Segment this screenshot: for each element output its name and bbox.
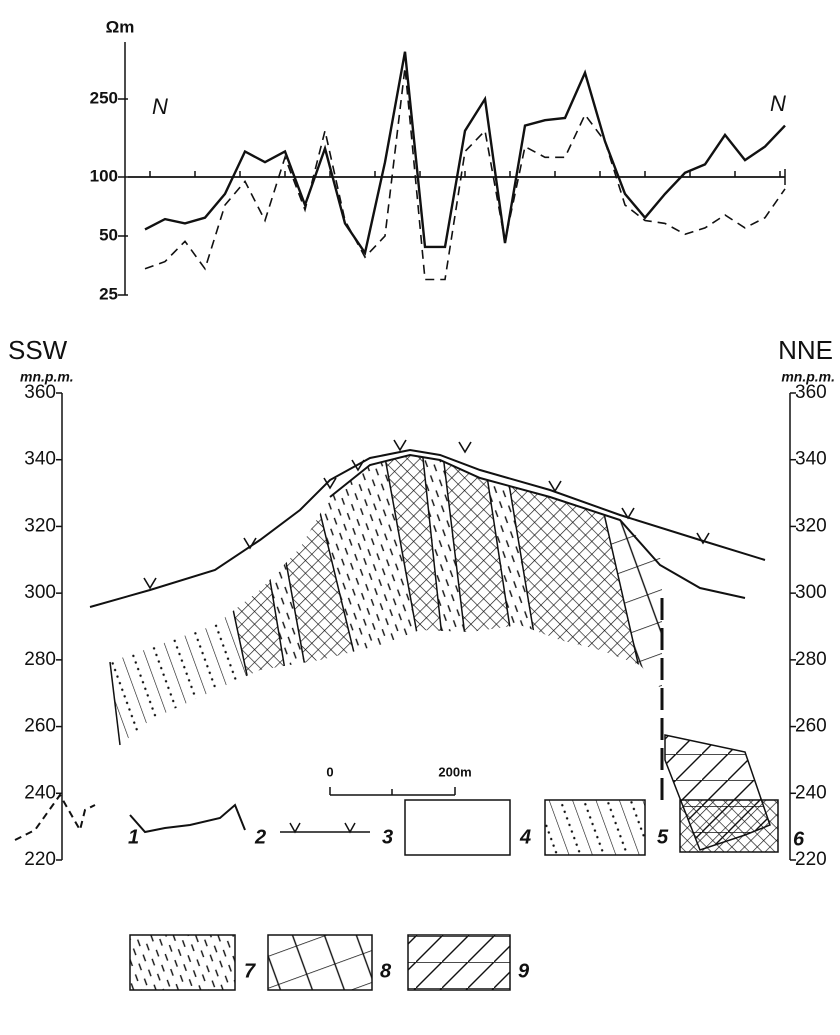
legend-symbol <box>129 934 236 991</box>
y-tick-label: 250 <box>90 88 118 107</box>
right-tick-label: 340 <box>795 449 827 470</box>
sandstone <box>110 455 265 745</box>
y-tick-label: 25 <box>99 284 118 303</box>
annotation: N <box>152 94 168 119</box>
legend <box>14 793 779 991</box>
surface-marks <box>143 439 710 590</box>
legend-number: 3 <box>382 826 393 848</box>
legend-number: 2 <box>254 826 266 848</box>
legend-number: 6 <box>793 828 805 850</box>
left-tick-label: 220 <box>24 849 56 870</box>
y-tick-label: 100 <box>90 166 118 185</box>
legend-number: 1 <box>128 826 139 848</box>
annotation: N <box>770 91 786 116</box>
right-tick-label: 280 <box>795 649 827 670</box>
legend-symbol <box>280 822 370 834</box>
series-line <box>144 67 786 281</box>
scale-bar <box>329 787 456 796</box>
legend-symbol <box>129 803 246 834</box>
right-tick-label: 360 <box>795 382 827 403</box>
legend-symbol <box>679 799 779 853</box>
left-tick-label: 340 <box>24 449 56 470</box>
left-tick-label: 280 <box>24 649 56 670</box>
legend-number: 4 <box>519 826 531 848</box>
legend-number: 7 <box>244 960 256 982</box>
legend-symbol <box>267 934 373 991</box>
series-line <box>144 51 786 256</box>
left-tick-label: 320 <box>24 515 56 536</box>
formation <box>110 455 662 745</box>
left-unit: mn.p.m. <box>20 369 74 385</box>
scale-label: 0 <box>326 764 333 779</box>
ground-surface <box>89 448 766 608</box>
right-tick-label: 240 <box>795 782 827 803</box>
legend-number: 8 <box>380 960 392 982</box>
legend-number: 5 <box>657 826 669 848</box>
right-tick-label: 260 <box>795 716 827 737</box>
left-tick-label: 360 <box>24 382 56 403</box>
scale-label: 200m <box>438 764 471 779</box>
left-tick-label: 240 <box>24 782 56 803</box>
left-label: SSW <box>8 335 68 365</box>
formation-edge <box>109 661 121 746</box>
right-tick-label: 320 <box>795 515 827 536</box>
right-tick-label: 300 <box>795 582 827 603</box>
legend-symbol <box>544 799 646 856</box>
legend-symbol <box>404 799 511 856</box>
left-tick-label: 300 <box>24 582 56 603</box>
legend-symbol <box>14 793 96 841</box>
y-tick-label: 50 <box>99 225 118 244</box>
cover-base <box>329 453 746 599</box>
legend-symbol <box>407 934 511 991</box>
right-unit: mn.p.m. <box>781 369 835 385</box>
right-label: NNE <box>778 335 833 365</box>
left-tick-label: 260 <box>24 716 56 737</box>
legend-number: 9 <box>518 960 530 982</box>
right-tick-label: 220 <box>795 849 827 870</box>
y-axis-label: Ωm <box>106 17 135 36</box>
